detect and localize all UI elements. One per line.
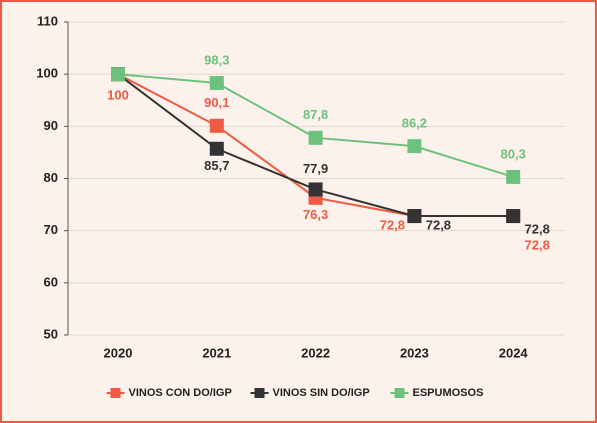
data-label: 98,3: [204, 52, 229, 67]
point-marker: [506, 169, 521, 184]
x-tick-label: 2022: [301, 345, 330, 360]
point-marker: [308, 182, 323, 197]
y-tick-label: 70: [44, 222, 58, 237]
data-label: 77,9: [303, 161, 328, 176]
data-label: 72,8: [525, 221, 550, 236]
data-label: 80,3: [501, 146, 526, 161]
data-label: 100: [107, 88, 129, 103]
data-label: 86,2: [402, 116, 427, 131]
y-tick-label: 90: [44, 118, 58, 133]
x-tick-label: 2023: [400, 345, 429, 360]
y-tick-label: 60: [44, 274, 58, 289]
x-tick-label: 2024: [499, 345, 529, 360]
legend-label: ESPUMOSOS: [413, 387, 484, 399]
data-label: 72,8: [426, 217, 451, 232]
point-marker: [308, 130, 323, 145]
point-marker: [506, 209, 521, 224]
point-marker: [209, 76, 224, 91]
y-tick-label: 110: [37, 13, 58, 28]
point-marker: [407, 139, 422, 154]
y-tick-label: 80: [44, 170, 58, 185]
legend-label: VINOS SIN DO/IGP: [273, 387, 370, 399]
point-marker: [209, 141, 224, 156]
y-tick-label: 100: [36, 66, 58, 81]
x-tick-label: 2020: [104, 345, 133, 360]
data-label: 72,8: [525, 237, 550, 252]
data-label: 90,1: [204, 95, 229, 110]
data-label: 76,3: [303, 207, 328, 222]
data-label: 85,7: [204, 158, 229, 173]
legend-marker: [394, 388, 405, 398]
legend-marker: [254, 388, 265, 398]
point-marker: [209, 118, 224, 133]
point-marker: [407, 209, 422, 224]
legend-marker: [110, 388, 121, 398]
point-marker: [111, 67, 125, 82]
y-tick-label: 50: [44, 326, 58, 341]
data-label: 72,8: [380, 217, 405, 232]
legend-label: VINOS CON DO/IGP: [129, 387, 232, 399]
data-label: 87,8: [303, 107, 328, 122]
x-tick-label: 2021: [202, 345, 231, 360]
